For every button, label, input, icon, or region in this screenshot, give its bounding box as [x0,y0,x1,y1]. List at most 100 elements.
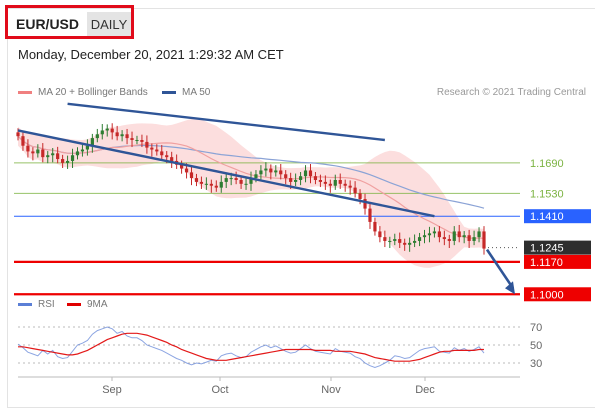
level-tag-1.1170 [524,254,591,269]
candle-body [467,235,471,241]
candle-body [219,181,223,188]
candle-body [412,240,417,243]
candle-body [199,181,204,184]
candle-body [204,183,208,185]
candle-body [194,178,199,182]
candle-body [274,170,278,173]
rsi-tick-label: 30 [530,358,542,370]
candle-body [145,141,149,148]
candle-body [75,151,80,156]
candle-body [61,159,65,163]
candle-body [85,145,90,150]
level-tag-1.1410 [524,209,591,224]
candle-body [244,183,248,185]
currency-pair-label[interactable]: EUR/USD [16,16,80,32]
candle-body [155,149,159,152]
candle-body [120,134,124,137]
candle-body [56,153,60,160]
rsi-swatch-icon [18,303,32,306]
ma9-swatch-icon [67,303,81,306]
legend-ma9: 9MA [67,299,108,310]
candle-body [189,172,194,179]
rsi-tick-label: 70 [530,322,542,334]
candle-body [249,178,253,184]
candle-body [388,240,392,242]
candle-body [259,170,263,175]
candle-body [432,231,437,234]
candle-body [328,183,332,186]
candle-body [373,221,377,232]
candle-body [422,235,427,238]
level-tag-1.1245 [524,240,591,255]
candle-body [383,237,387,241]
candle-body [338,180,342,184]
candle-body [353,187,357,194]
candle-body [408,242,412,245]
candle-body [303,170,308,177]
candle-body [333,180,337,186]
rsi-tick-label: 50 [530,340,542,352]
level-label-1.1690: 1.1690 [530,158,564,170]
candle-body [80,149,85,152]
candle-body [105,128,109,131]
candle-body [447,239,451,241]
candle-body [318,180,323,182]
legend-ma20-label: MA 20 + Bollinger Bands [38,87,148,98]
level-label-1.1245: 1.1245 [530,243,564,255]
candle-body [313,176,318,180]
candle-body [264,168,268,171]
candle-body [160,151,164,156]
candle-body [100,130,104,135]
level-label-1.1170: 1.1170 [530,257,563,269]
lower-trendline [17,129,435,218]
candle-body [437,231,441,238]
candle-body [46,155,50,158]
x-axis-label-Dec: Dec [415,384,435,396]
candle-body [130,138,134,140]
timeframe-button[interactable]: DAILY [87,12,131,36]
x-axis-label-Sep: Sep [102,384,122,396]
legend-rsi: RSI [18,299,55,310]
candle-body [224,178,228,182]
candle-body [368,208,372,222]
candle-body [289,178,293,182]
candle-body [308,170,313,177]
candle-body [298,176,303,180]
legend-ma20: MA 20 + Bollinger Bands [18,87,148,98]
candle-body [184,168,189,173]
candle-body [179,164,184,169]
legend-ma9-label: 9MA [87,299,108,310]
legend-ma50-label: MA 50 [182,87,211,98]
candle-body [442,237,446,240]
candle-body [214,185,218,188]
candle-body [21,136,25,146]
candle-body [482,231,486,249]
candle-body [378,231,382,238]
candle-body [403,242,407,245]
candle-body [135,140,139,141]
candle-body [398,239,402,243]
candle-body [36,149,40,154]
candle-body [358,193,362,200]
ma20-swatch-icon [18,91,32,94]
ma9-line [18,332,484,362]
forecast-arrow-head [505,281,515,295]
candle-body [125,134,129,139]
candle-body [140,140,144,142]
x-axis-label-Nov: Nov [321,384,341,396]
candle-body [41,149,45,158]
candle-body [427,233,432,236]
research-credit: Research © 2021 Trading Central [436,87,586,98]
candle-body [95,134,99,139]
candle-body [393,239,397,241]
level-label-1.1410: 1.1410 [530,211,564,223]
candle-body [452,231,456,241]
level-label-1.1000: 1.1000 [530,289,564,301]
candle-body [234,178,238,180]
candle-body [323,181,327,184]
candle-body [51,153,55,156]
candle-body [472,237,476,241]
candle-body [279,170,283,175]
candle-body [363,199,367,209]
